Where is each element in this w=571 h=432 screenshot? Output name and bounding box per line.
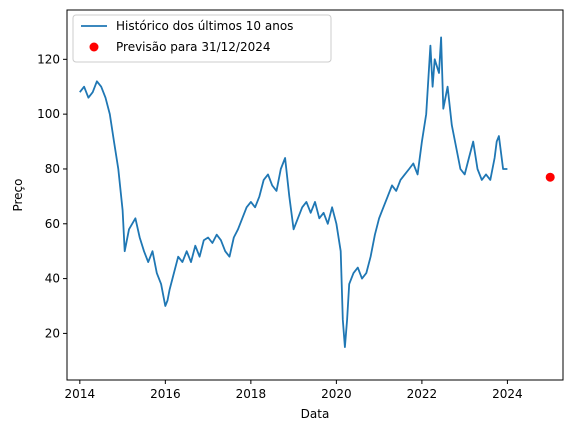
legend: Histórico dos últimos 10 anos Previsão p… xyxy=(72,14,332,63)
legend-label-previsao: Previsão para 31/12/2024 xyxy=(116,40,271,54)
y-tick-label: 20 xyxy=(45,326,60,340)
axes-frame xyxy=(66,9,564,381)
y-tick-label: 60 xyxy=(45,217,60,231)
x-tick-label: 2016 xyxy=(150,387,181,401)
x-tick-label: 2018 xyxy=(236,387,267,401)
y-tick-label: 120 xyxy=(37,52,60,66)
legend-marker-swatch xyxy=(89,42,99,52)
x-tick-label: 2022 xyxy=(407,387,438,401)
x-tick-label: 2024 xyxy=(492,387,523,401)
series-line-historico xyxy=(79,36,508,349)
y-tick-label: 40 xyxy=(45,272,60,286)
legend-box xyxy=(72,14,332,63)
x-tick-label: 2020 xyxy=(321,387,352,401)
y-tick-label: 100 xyxy=(37,107,60,121)
legend-label-historico: Histórico dos últimos 10 anos xyxy=(116,19,293,33)
y-tick-label: 80 xyxy=(45,162,60,176)
axis-ticks: 2014 2016 2018 2020 2022 2024 20 40 60 80 100 120 xyxy=(37,52,523,401)
x-tick-label: 2014 xyxy=(65,387,96,401)
y-axis-label: Preço xyxy=(11,178,25,211)
forecast-point xyxy=(545,172,555,182)
plot-area xyxy=(79,36,555,349)
x-axis-label: Data xyxy=(301,407,330,421)
